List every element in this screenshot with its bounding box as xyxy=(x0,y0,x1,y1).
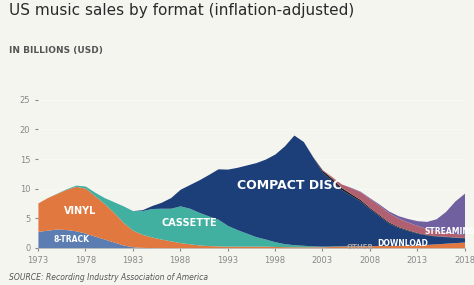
Text: 8-TRACK: 8-TRACK xyxy=(53,235,89,244)
Text: COMPACT DISC: COMPACT DISC xyxy=(237,179,341,192)
Text: US music sales by format (inflation-adjusted): US music sales by format (inflation-adju… xyxy=(9,3,355,18)
Text: DOWNLOAD: DOWNLOAD xyxy=(377,239,428,248)
Text: OTHER: OTHER xyxy=(347,244,374,250)
Text: SOURCE: Recording Industry Association of America: SOURCE: Recording Industry Association o… xyxy=(9,273,209,282)
Text: IN BILLIONS (USD): IN BILLIONS (USD) xyxy=(9,46,103,55)
Text: VINYL: VINYL xyxy=(64,206,97,216)
Text: CASSETTE: CASSETTE xyxy=(162,218,218,228)
Text: STREAMING: STREAMING xyxy=(425,227,474,236)
